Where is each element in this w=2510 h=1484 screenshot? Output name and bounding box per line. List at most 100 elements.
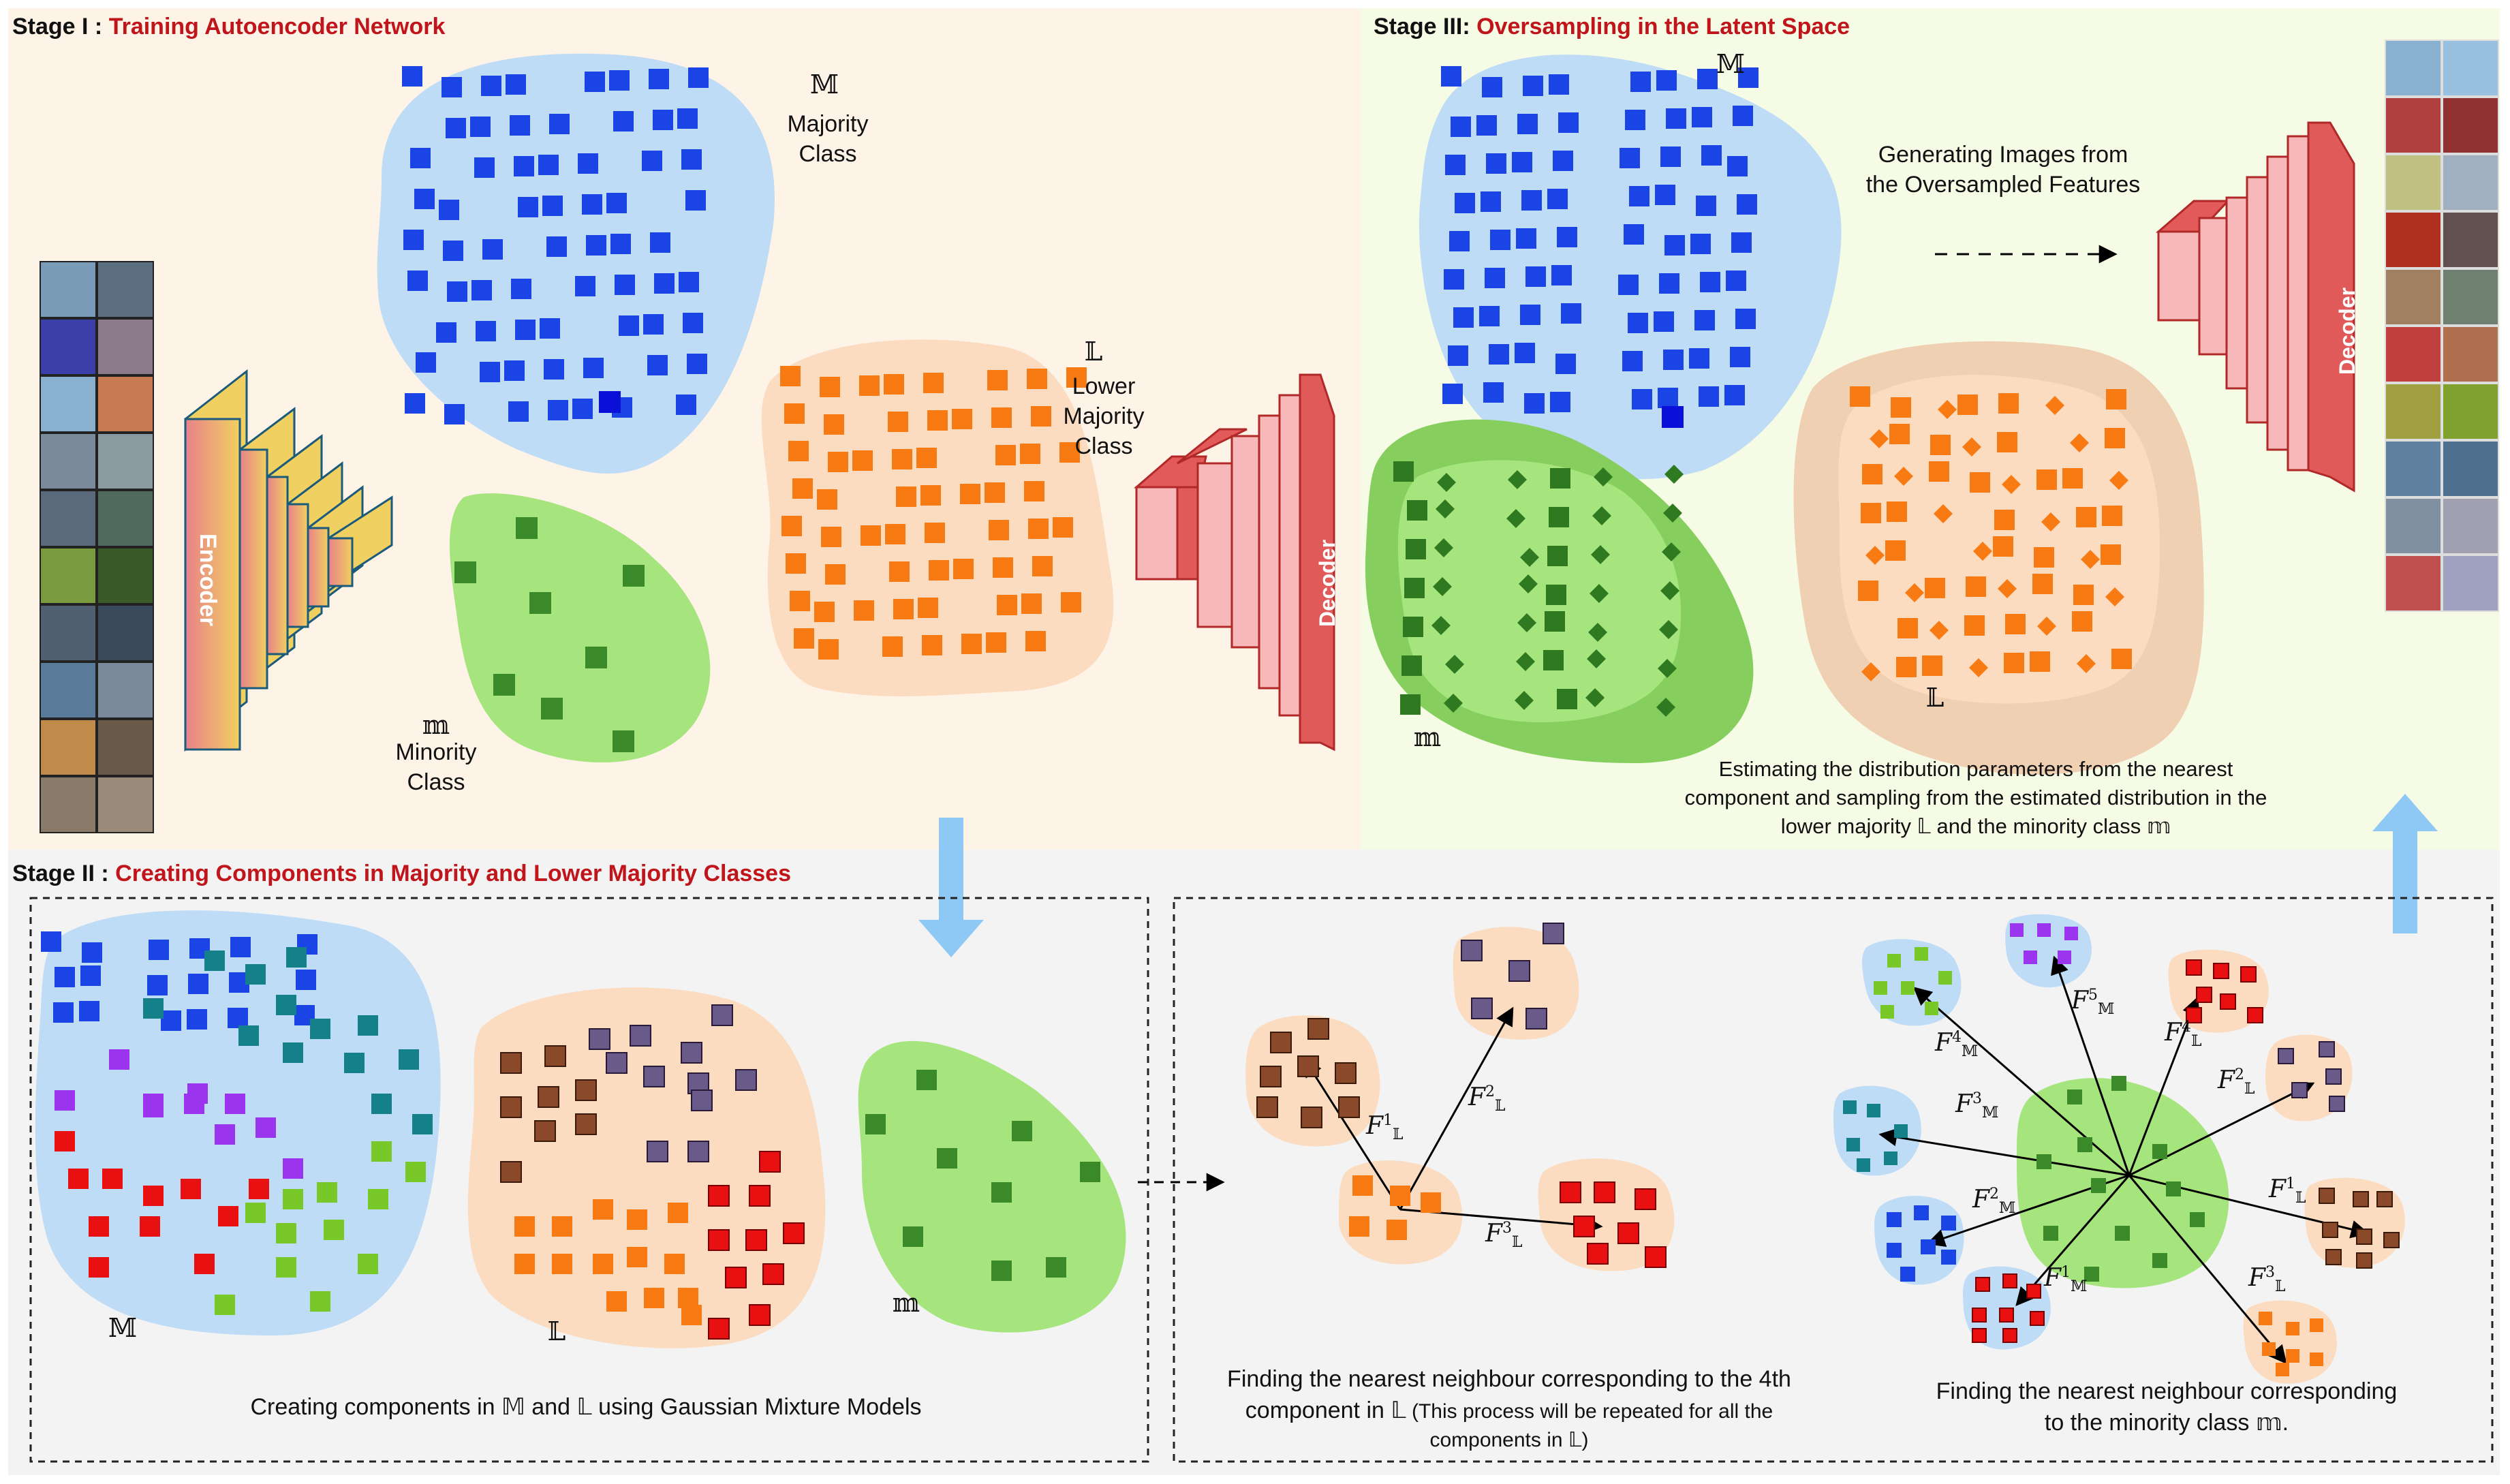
component-red-sample — [1587, 1243, 1609, 1265]
lower-majority-sample — [825, 564, 846, 585]
majority-component-blue — [149, 940, 169, 960]
majority-sample — [1481, 191, 1501, 212]
majority-sample — [1689, 348, 1709, 369]
oversampled-lower-sample — [2077, 654, 2096, 673]
majority-sample — [610, 234, 631, 254]
minority-sample — [2152, 1144, 2167, 1159]
majority-sample — [649, 69, 669, 89]
minority-line1: Minority — [395, 739, 477, 765]
neighbour-red-sample — [2002, 1328, 2017, 1343]
neighbour-red-sample — [1975, 1277, 1990, 1292]
oversampled-minority-sample — [1516, 652, 1535, 671]
gen-line2: the Oversampled Features — [1865, 172, 2141, 198]
oversampled-minority-sample — [1517, 613, 1536, 632]
majority-component-lime — [405, 1162, 426, 1182]
majority-sample — [1449, 231, 1470, 251]
neighbour-brown-sample — [2319, 1188, 2335, 1204]
min-line1: Finding the nearest neighbour correspond… — [1936, 1378, 2398, 1404]
encoder-block — [184, 369, 393, 752]
oversampled-lower-sample — [1962, 437, 1981, 457]
lower-component-red — [783, 1222, 805, 1244]
lower-majority-sample — [2034, 547, 2054, 568]
lower-component-brown — [575, 1079, 597, 1101]
oversampled-lower-sample — [2109, 471, 2128, 490]
neighbour-red-sample — [1972, 1328, 1987, 1343]
lower-component-orange — [606, 1291, 627, 1312]
nn-line2-wrap: component in 𝕃 (This process will be rep… — [1182, 1395, 1836, 1427]
minority-sample — [1046, 1257, 1066, 1278]
majority-sample — [1697, 69, 1718, 89]
majority-sample — [1483, 382, 1504, 403]
majority-component-teal — [143, 998, 164, 1019]
majority-sample — [1731, 232, 1752, 253]
minority-sample — [516, 517, 538, 539]
lower-majority-sample — [1970, 472, 1990, 493]
lower-majority-sample — [781, 516, 802, 536]
minority-sample — [1543, 650, 1564, 670]
component-red-sample — [1617, 1222, 1639, 1244]
lower-majority-sample — [2076, 507, 2096, 527]
oversampled-minority-sample — [1436, 499, 1455, 519]
minority-symbol-stage2: 𝕞 — [892, 1288, 920, 1318]
majority-sample — [1692, 107, 1712, 127]
majority-sample — [439, 200, 459, 220]
majority-component-red — [218, 1206, 238, 1226]
minority-sample — [2115, 1226, 2130, 1241]
decoder-label-stage3: Decoder — [2335, 287, 2359, 375]
majority-sample — [1482, 77, 1502, 97]
majority-sample — [1455, 193, 1475, 213]
neighbour-lime-sample — [1874, 981, 1887, 995]
lower-majority-sample — [1885, 540, 1906, 561]
majority-sample — [540, 318, 560, 339]
neighbour-red-sample — [2240, 966, 2257, 983]
oversampled-minority-sample — [1520, 548, 1539, 567]
majority-sample — [1486, 153, 1506, 174]
majority-sample — [1737, 194, 1757, 215]
f-l1-label: F1𝕃 — [1366, 1112, 1404, 1144]
lower-component-mauve — [643, 1066, 665, 1087]
component-brown-sample — [1338, 1096, 1360, 1118]
majority-sample — [1724, 385, 1745, 405]
component-red-sample — [1560, 1181, 1581, 1203]
stage3-title-text: Oversampling in the Latent Space — [1476, 14, 1850, 40]
neighbour-orange-sample — [2262, 1342, 2276, 1356]
neighbour-purple-sample — [2010, 923, 2024, 937]
neighbour-blue-sample — [1900, 1267, 1915, 1282]
neighbour-red-sample — [1999, 1308, 2014, 1323]
majority-sample — [471, 280, 492, 300]
majority-sample — [474, 157, 495, 178]
majority-sample — [546, 236, 567, 257]
majority-component-lime — [276, 1257, 296, 1278]
majority-sample — [683, 313, 703, 333]
lower-majority-sample — [817, 489, 837, 510]
component-brown-sample — [1301, 1107, 1322, 1128]
minority-blob-inner-stage3 — [1397, 460, 1682, 722]
lower-majority-sample — [986, 632, 1006, 653]
lower-majority-sample — [991, 407, 1012, 428]
majority-component-blue — [161, 1010, 181, 1031]
majority-sample — [606, 193, 627, 213]
minority-sample — [2084, 1267, 2099, 1282]
lower-majority-sample — [2036, 469, 2057, 490]
minority-sample — [2067, 1089, 2082, 1104]
neighbour-purple-sample — [2064, 927, 2078, 940]
lower-majority-sample — [888, 412, 908, 432]
majority-sample — [1694, 310, 1715, 330]
majority-component-teal — [286, 947, 307, 968]
majority-component-blue — [296, 970, 316, 990]
lower-majority-sample — [2032, 574, 2053, 594]
majority-symbol-stage2: 𝕄 — [108, 1313, 138, 1343]
oversampled-lower-sample — [1938, 400, 1957, 419]
majority-sample — [1444, 269, 1464, 290]
stage3-title: Stage III: Oversampling in the Latent Sp… — [1374, 14, 1850, 40]
neighbour-blue-sample — [1887, 1243, 1902, 1258]
minority-sample — [493, 674, 515, 696]
neighbour-lime-sample — [1938, 971, 1952, 985]
majority-sample — [447, 281, 467, 302]
lower-majority-sample — [792, 478, 813, 499]
majority-component-purple — [283, 1158, 303, 1179]
component-brown-sample — [1270, 1032, 1292, 1053]
majority-sample — [578, 153, 598, 174]
lower-majority-sample — [953, 559, 974, 579]
